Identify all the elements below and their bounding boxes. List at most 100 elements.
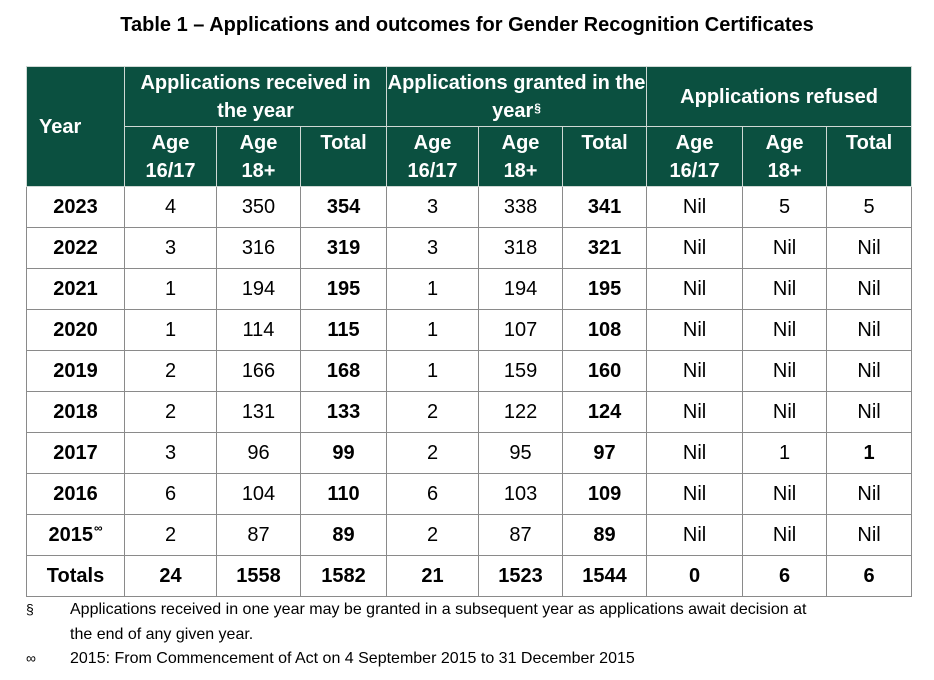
total-cell: 1582 [299,555,388,597]
value-cell: Nil [826,227,913,269]
header-applications-refused: Applications refused [646,66,913,127]
subheader-age-16-17: Age 16/17 [124,126,217,187]
subheader-total: Total [562,126,648,187]
value-cell: 319 [299,227,388,269]
value-cell: 1 [386,268,480,310]
subheader-total: Total [299,126,388,187]
value-cell: 2 [124,391,217,433]
value-cell: 104 [216,473,301,515]
value-cell: 97 [562,432,648,474]
value-cell: Nil [742,514,828,556]
value-cell: 110 [299,473,388,515]
totals-row: Totals 24 1558 1582 21 1523 1544 0 6 6 [26,555,913,597]
value-cell: 99 [299,432,388,474]
value-cell: Nil [826,473,913,515]
total-cell: 1558 [216,555,301,597]
value-cell: Nil [826,309,913,351]
value-cell: 124 [562,391,648,433]
value-cell: 321 [562,227,648,269]
value-cell: Nil [646,227,744,269]
value-cell: 338 [478,186,564,228]
gender-recognition-table: Year Applications received in the year A… [26,66,913,597]
subheader-age-18-plus: Age 18+ [216,126,301,187]
value-cell: 6 [386,473,480,515]
table-row: 2019 2 166 168 1 159 160 Nil Nil Nil [26,350,913,392]
value-cell: 160 [562,350,648,392]
value-cell: 316 [216,227,301,269]
subheader-total: Total [826,126,913,187]
total-cell: 0 [646,555,744,597]
value-cell: 4 [124,186,217,228]
value-cell: Nil [742,391,828,433]
value-cell: Nil [646,391,744,433]
footnote-text: the end of any given year. [70,626,254,643]
value-cell: 354 [299,186,388,228]
value-cell: 89 [299,514,388,556]
total-cell: 1523 [478,555,564,597]
value-cell: 168 [299,350,388,392]
value-cell: Nil [742,350,828,392]
value-cell: 3 [386,227,480,269]
section-mark: § [534,100,541,115]
value-cell: 133 [299,391,388,433]
year-cell: 2023 [26,186,125,228]
table-row: 2022 3 316 319 3 318 321 Nil Nil Nil [26,227,913,269]
value-cell: Nil [646,350,744,392]
value-cell: 341 [562,186,648,228]
value-cell: Nil [826,350,913,392]
value-cell: 87 [216,514,301,556]
footnote-text: 2015: From Commencement of Act on 4 Sept… [70,650,635,667]
total-cell: 1544 [562,555,648,597]
value-cell: 166 [216,350,301,392]
year-cell: 2018 [26,391,125,433]
total-cell: 6 [742,555,828,597]
infinity-mark: ∞ [93,520,103,535]
value-cell: Nil [646,514,744,556]
value-cell: 108 [562,309,648,351]
value-cell: 1 [826,432,913,474]
value-cell: 3 [124,227,217,269]
value-cell: 131 [216,391,301,433]
year-cell: 2017 [26,432,125,474]
value-cell: 3 [386,186,480,228]
value-cell: 2 [124,350,217,392]
year-cell: 2019 [26,350,125,392]
value-cell: 1 [124,268,217,310]
table-row: 2017 3 96 99 2 95 97 Nil 1 1 [26,432,913,474]
value-cell: Nil [646,473,744,515]
subheader-age-18-plus: Age 18+ [742,126,828,187]
value-cell: 122 [478,391,564,433]
year-cell: 2022 [26,227,125,269]
value-cell: 96 [216,432,301,474]
value-cell: Nil [646,432,744,474]
value-cell: 1 [386,350,480,392]
subheader-age-16-17: Age 16/17 [646,126,744,187]
table-row: 2023 4 350 354 3 338 341 Nil 5 5 [26,186,913,228]
table-row: 2015∞ 2 87 89 2 87 89 Nil Nil Nil [26,514,913,556]
year-cell: 2021 [26,268,125,310]
value-cell: 194 [216,268,301,310]
value-cell: 103 [478,473,564,515]
value-cell: 195 [299,268,388,310]
value-cell: Nil [742,227,828,269]
value-cell: Nil [826,391,913,433]
footnote-text: Applications received in one year may be… [70,601,807,618]
value-cell: 5 [826,186,913,228]
value-cell: 195 [562,268,648,310]
table-row: 2020 1 114 115 1 107 108 Nil Nil Nil [26,309,913,351]
table-title: Table 1 – Applications and outcomes for … [120,14,814,36]
value-cell: 1 [386,309,480,351]
value-cell: 115 [299,309,388,351]
value-cell: 2 [386,432,480,474]
value-cell: 89 [562,514,648,556]
value-cell: Nil [742,268,828,310]
value-cell: 2 [124,514,217,556]
value-cell: 114 [216,309,301,351]
header-applications-granted: Applications granted in the year§ [386,66,648,127]
value-cell: Nil [742,309,828,351]
total-cell: 6 [826,555,913,597]
value-cell: 87 [478,514,564,556]
value-cell: 3 [124,432,217,474]
total-cell: 24 [124,555,217,597]
value-cell: 2 [386,514,480,556]
